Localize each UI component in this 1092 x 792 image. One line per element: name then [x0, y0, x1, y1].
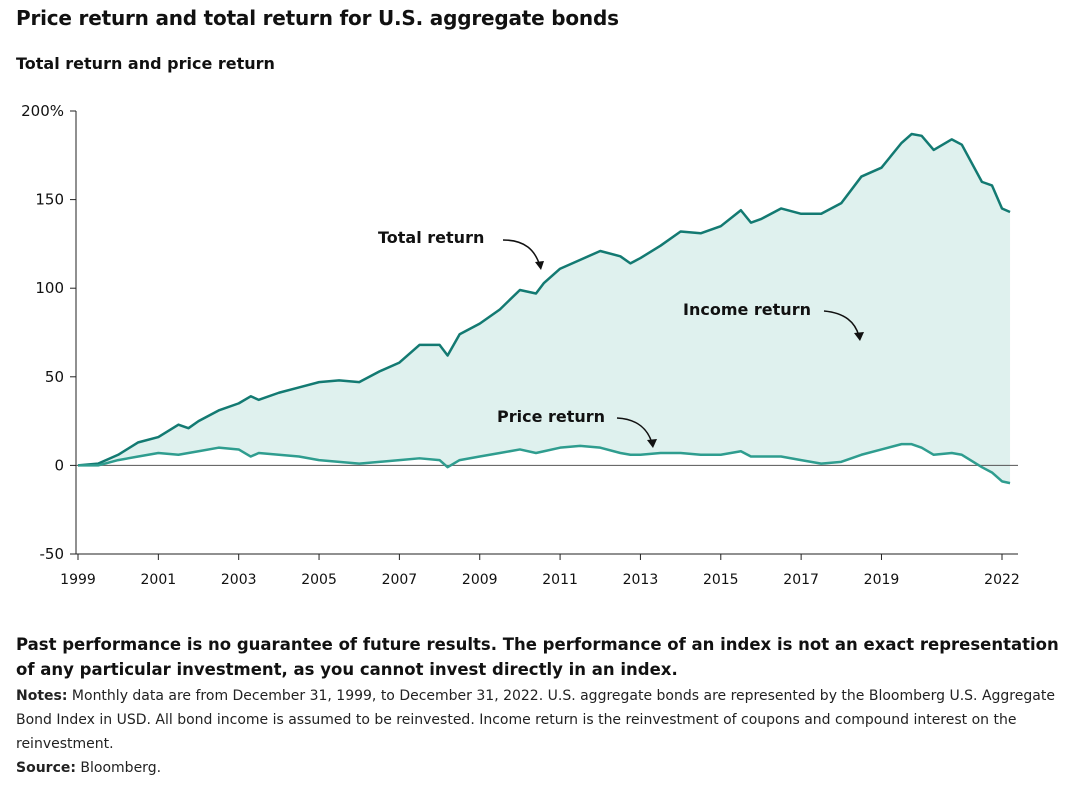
x-tick-label: 2015	[703, 572, 739, 588]
chart-title: Price return and total return for U.S. a…	[16, 6, 619, 30]
annotation-total-return: Total return	[378, 228, 484, 247]
price-return-line	[78, 442, 1011, 485]
notes-label: Notes:	[16, 688, 68, 704]
annotation-price-return: Price return	[497, 407, 605, 426]
annotation-income-return: Income return	[683, 300, 811, 319]
x-tick-label: 2001	[141, 572, 177, 588]
arrowhead-price-return	[647, 439, 657, 448]
bond-returns-chart: 200% 150 100 50 0 -50 1999 2001 2003 2005 2007 2009…	[21, 102, 1020, 588]
chart-subtitle: Total return and price return	[16, 54, 275, 73]
x-tick-label: 2019	[864, 572, 900, 588]
y-tick-label: 50	[45, 368, 64, 386]
source: Source: Bloomberg.	[16, 757, 161, 779]
source-text: Bloomberg.	[75, 760, 162, 776]
y-tick-label: -50	[40, 545, 65, 563]
arrowhead-total-return	[535, 261, 544, 270]
x-tick-label: 2007	[382, 572, 418, 588]
x-tick-label: 2013	[623, 572, 659, 588]
notes-text: Monthly data are from December 31, 1999,…	[16, 688, 1055, 752]
y-tick-label: 100	[35, 279, 64, 297]
x-tick-label: 2022	[984, 572, 1020, 588]
income-return-area	[78, 134, 1011, 484]
arrowhead-income-return	[854, 332, 864, 341]
x-tick-label: 2005	[301, 572, 337, 588]
y-tick-label: 0	[54, 456, 64, 474]
notes: Notes: Monthly data are from December 31…	[16, 684, 1066, 756]
x-tick-label: 2009	[462, 572, 498, 588]
total-return-line	[77, 132, 1011, 467]
y-tick-label: 200%	[21, 102, 64, 120]
source-label: Source:	[16, 760, 76, 776]
x-tick-label: 2011	[542, 572, 578, 588]
arrow-total-return	[502, 239, 541, 267]
y-tick-label: 150	[35, 191, 64, 209]
x-tick-label: 2017	[783, 572, 819, 588]
x-tick-label: 1999	[60, 572, 96, 588]
x-tick-label: 2003	[221, 572, 257, 588]
disclaimer: Past performance is no guarantee of futu…	[16, 635, 1059, 679]
